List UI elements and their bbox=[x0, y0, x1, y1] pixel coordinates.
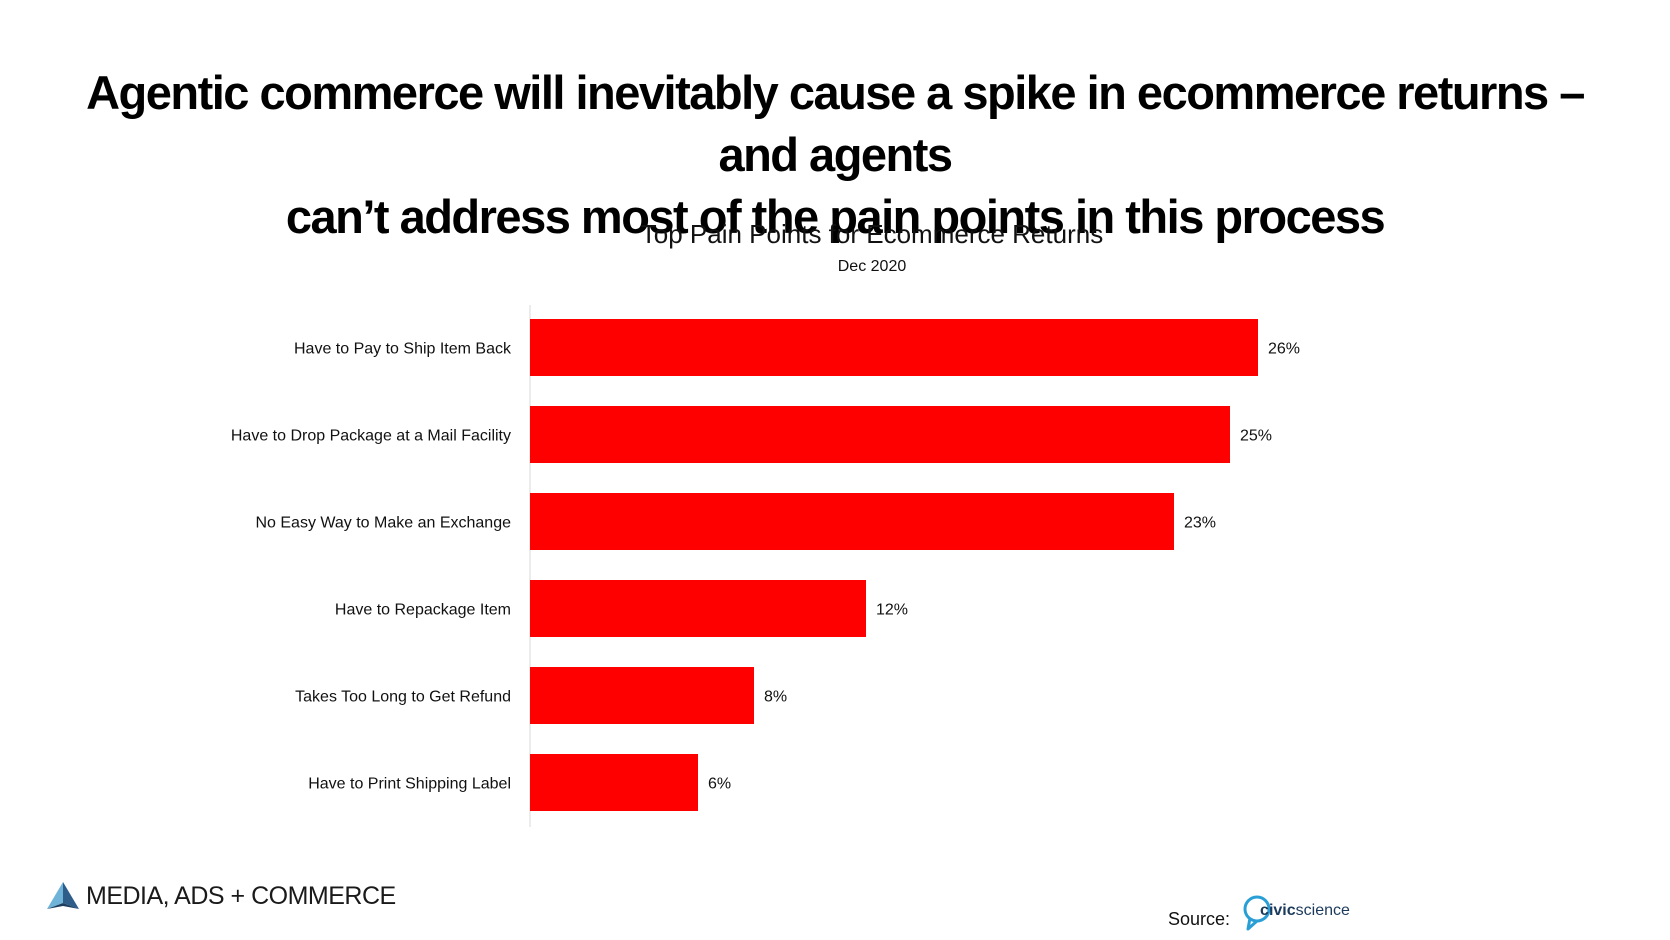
brand-name: MEDIA, ADS + COMMERCE bbox=[86, 881, 396, 910]
category-label: Have to Pay to Ship Item Back bbox=[294, 341, 512, 358]
data-label: 8% bbox=[764, 689, 787, 706]
bars-group: Have to Pay to Ship Item Back 26% Have to … bbox=[231, 319, 1300, 811]
brand-logo: MEDIA, ADS + COMMERCE bbox=[46, 876, 396, 916]
speech-bubble-icon bbox=[1243, 895, 1271, 931]
category-label: Have to Drop Package at a Mail Facility bbox=[231, 428, 511, 445]
category-label: No Easy Way to Make an Exchange bbox=[255, 515, 511, 532]
bar-chart: Top Pain Points for Ecommerce Returns De… bbox=[231, 219, 1300, 827]
source-label: Source: bbox=[1168, 908, 1231, 929]
bar bbox=[530, 754, 698, 811]
bar bbox=[530, 406, 1230, 463]
chart-subtitle: Dec 2020 bbox=[838, 258, 907, 275]
bar bbox=[530, 319, 1258, 376]
chart-title: Top Pain Points for Ecommerce Returns bbox=[641, 219, 1103, 249]
source-credit: Source: civicscience bbox=[1168, 893, 1350, 933]
bar bbox=[530, 667, 754, 724]
data-label: 23% bbox=[1184, 515, 1216, 532]
data-label: 12% bbox=[876, 602, 908, 619]
civicscience-wordmark-bold: civic bbox=[1260, 902, 1296, 919]
data-label: 6% bbox=[708, 776, 731, 793]
triangle-logo-icon bbox=[47, 882, 79, 909]
category-label: Takes Too Long to Get Refund bbox=[295, 689, 511, 706]
headline-line-2: can’t address most of the pain points in… bbox=[285, 190, 1386, 243]
bar bbox=[530, 493, 1174, 550]
civicscience-wordmark: civicscience bbox=[1260, 902, 1350, 920]
civicscience-logo: civicscience bbox=[1242, 893, 1350, 933]
category-label: Have to Print Shipping Label bbox=[308, 776, 511, 793]
civicscience-wordmark-light: science bbox=[1295, 902, 1350, 919]
headline: Agentic commerce will inevitably cause a… bbox=[60, 62, 1610, 248]
bar bbox=[530, 580, 866, 637]
data-label: 26% bbox=[1268, 341, 1300, 358]
headline-line-1: Agentic commerce will inevitably cause a… bbox=[86, 66, 1585, 181]
category-label: Have to Repackage Item bbox=[335, 602, 511, 619]
data-label: 25% bbox=[1240, 428, 1272, 445]
